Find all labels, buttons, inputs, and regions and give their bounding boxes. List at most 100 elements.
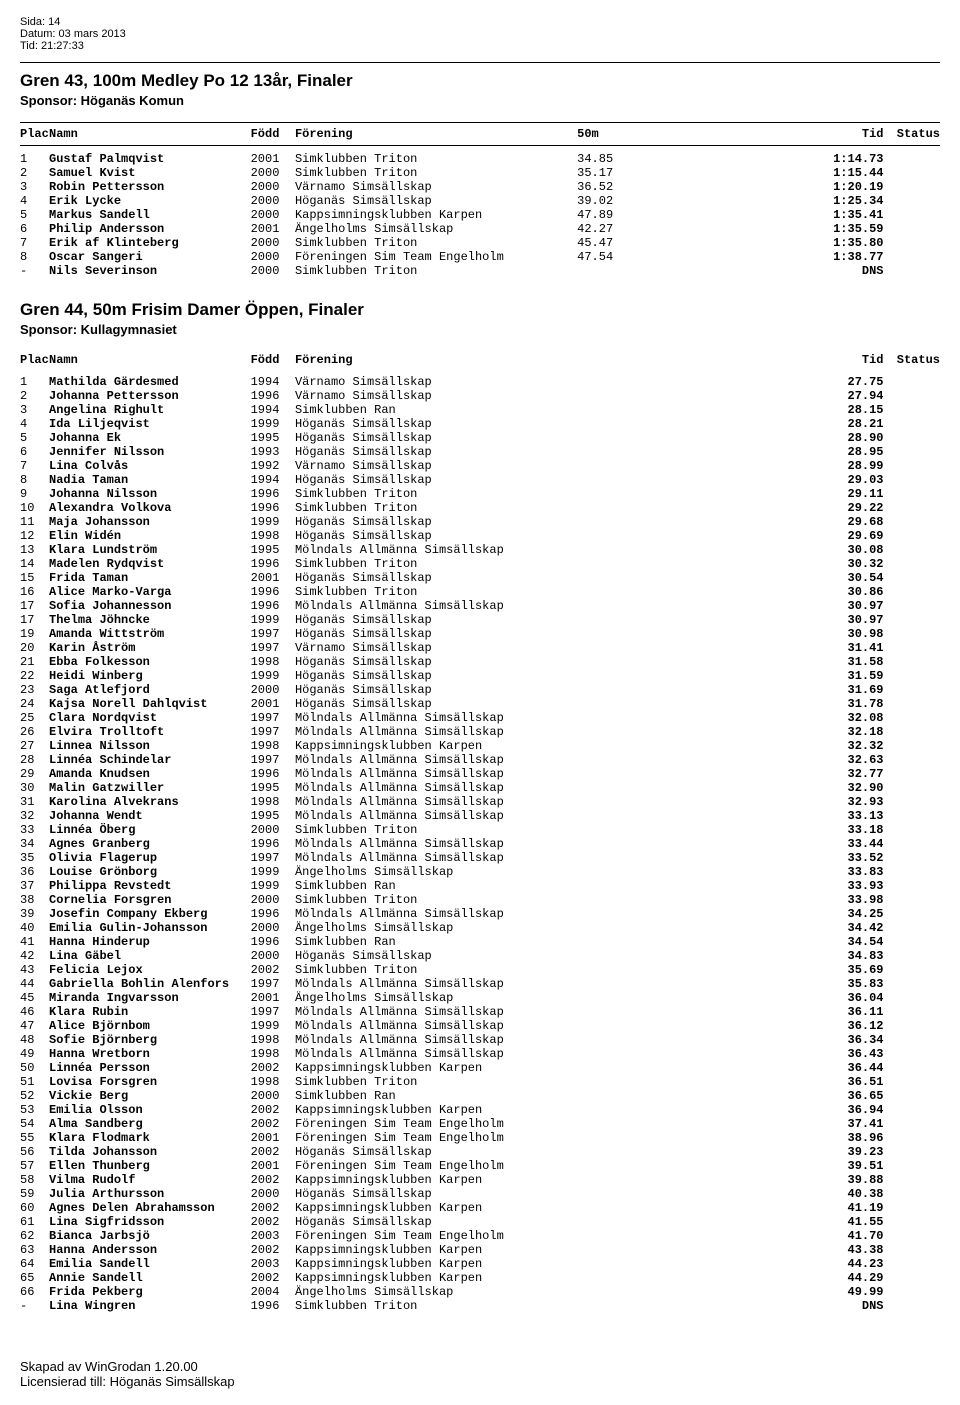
cell: 30.32 xyxy=(799,557,884,571)
cell: 2000 xyxy=(251,264,295,278)
cell: - xyxy=(20,1299,49,1313)
cell: Mölndals Allmänna Simsällskap xyxy=(295,837,577,851)
cell: Simklubben Triton xyxy=(295,152,577,166)
cell: 2002 xyxy=(251,1117,295,1131)
cell xyxy=(884,585,940,599)
cell xyxy=(884,1271,940,1285)
cell: Maja Johansson xyxy=(49,515,251,529)
cell: Höganäs Simsällskap xyxy=(295,194,577,208)
cell: 2002 xyxy=(251,1271,295,1285)
table-row: 53Emilia Olsson2002Kappsimningsklubben K… xyxy=(20,1103,940,1117)
cell: 17 xyxy=(20,613,49,627)
cell: 1997 xyxy=(251,627,295,641)
cell: 33.83 xyxy=(799,865,884,879)
table-row: 59Julia Arthursson2000Höganäs Simsällska… xyxy=(20,1187,940,1201)
table-row: 25Clara Nordqvist1997Mölndals Allmänna S… xyxy=(20,711,940,725)
cell xyxy=(884,1173,940,1187)
cell: 33.18 xyxy=(799,823,884,837)
table-row: 8Oscar Sangeri2000Föreningen Sim Team En… xyxy=(20,250,940,264)
cell xyxy=(884,1215,940,1229)
cell: Simklubben Triton xyxy=(295,1075,577,1089)
cell: 31.58 xyxy=(799,655,884,669)
cell: Lina Gäbel xyxy=(49,949,251,963)
cell: Höganäs Simsällskap xyxy=(295,431,577,445)
cell: 29.69 xyxy=(799,529,884,543)
cell: 50 xyxy=(20,1061,49,1075)
cell: Erik Lycke xyxy=(49,194,251,208)
cell: 28.95 xyxy=(799,445,884,459)
cell: Simklubben Triton xyxy=(295,893,577,907)
table-row: 6Philip Andersson2001Ängelholms Simsälls… xyxy=(20,222,940,236)
cell xyxy=(577,403,799,417)
cell: Föreningen Sim Team Engelholm xyxy=(295,1159,577,1173)
cell xyxy=(884,1033,940,1047)
table-row: 27Linnea Nilsson1998Kappsimningsklubben … xyxy=(20,739,940,753)
th-split: 50m xyxy=(577,123,799,146)
cell: 1997 xyxy=(251,977,295,991)
cell: 1995 xyxy=(251,431,295,445)
cell xyxy=(577,1201,799,1215)
cell xyxy=(577,1145,799,1159)
table-row: 5Johanna Ek1995Höganäs Simsällskap28.90 xyxy=(20,431,940,445)
cell xyxy=(884,879,940,893)
cell xyxy=(884,1229,940,1243)
table-row: 9Johanna Nilsson1996Simklubben Triton29.… xyxy=(20,487,940,501)
datum-value: 03 mars 2013 xyxy=(59,28,126,40)
cell: 2000 xyxy=(251,208,295,222)
cell: 36.94 xyxy=(799,1103,884,1117)
cell xyxy=(884,194,940,208)
cell xyxy=(577,459,799,473)
cell: 10 xyxy=(20,501,49,515)
cell: 30 xyxy=(20,781,49,795)
cell: Höganäs Simsällskap xyxy=(295,1145,577,1159)
cell: 2001 xyxy=(251,1131,295,1145)
cell: 1994 xyxy=(251,473,295,487)
events-container: Gren 43, 100m Medley Po 12 13år, Finaler… xyxy=(20,71,940,1329)
cell: 1:38.77 xyxy=(799,250,884,264)
cell: 57 xyxy=(20,1159,49,1173)
cell: 26 xyxy=(20,725,49,739)
cell xyxy=(884,529,940,543)
cell: Simklubben Triton xyxy=(295,166,577,180)
table-row: 60Agnes Delen Abrahamsson2002Kappsimning… xyxy=(20,1201,940,1215)
cell: Elin Widén xyxy=(49,529,251,543)
th-fodd: Född xyxy=(251,123,295,146)
cell: 8 xyxy=(20,250,49,264)
meta-block: Sida: 14 Datum: 03 mars 2013 Tid: 21:27:… xyxy=(20,16,940,52)
cell: 36.51 xyxy=(799,1075,884,1089)
cell: 33.93 xyxy=(799,879,884,893)
cell: 44.29 xyxy=(799,1271,884,1285)
cell: 47 xyxy=(20,1019,49,1033)
cell: 1999 xyxy=(251,865,295,879)
table-row: 64Emilia Sandell2003Kappsimningsklubben … xyxy=(20,1257,940,1271)
cell: Johanna Wendt xyxy=(49,809,251,823)
cell: 39.02 xyxy=(577,194,799,208)
cell: Simklubben Ran xyxy=(295,403,577,417)
table-row: 19Amanda Wittström1997Höganäs Simsällska… xyxy=(20,627,940,641)
table-row: 17Sofia Johannesson1996Mölndals Allmänna… xyxy=(20,599,940,613)
cell: Agnes Granberg xyxy=(49,837,251,851)
cell: 1996 xyxy=(251,935,295,949)
cell xyxy=(884,655,940,669)
cell: 2001 xyxy=(251,152,295,166)
cell: Tilda Johansson xyxy=(49,1145,251,1159)
cell: 28.15 xyxy=(799,403,884,417)
th-split xyxy=(577,351,799,369)
cell: 1 xyxy=(20,152,49,166)
table-row: 56Tilda Johansson2002Höganäs Simsällskap… xyxy=(20,1145,940,1159)
cell: Mölndals Allmänna Simsällskap xyxy=(295,1047,577,1061)
cell xyxy=(577,515,799,529)
cell xyxy=(577,417,799,431)
cell: 1:14.73 xyxy=(799,152,884,166)
cell xyxy=(577,795,799,809)
cell: Amanda Wittström xyxy=(49,627,251,641)
cell: 62 xyxy=(20,1229,49,1243)
cell xyxy=(577,1215,799,1229)
meta-sida: Sida: 14 xyxy=(20,16,940,28)
cell xyxy=(884,809,940,823)
table-row: 45Miranda Ingvarsson2001Ängelholms Simsä… xyxy=(20,991,940,1005)
table-row: 52Vickie Berg2000Simklubben Ran36.65 xyxy=(20,1089,940,1103)
table-row: 14Madelen Rydqvist1996Simklubben Triton3… xyxy=(20,557,940,571)
cell: 7 xyxy=(20,236,49,250)
cell: 42.27 xyxy=(577,222,799,236)
